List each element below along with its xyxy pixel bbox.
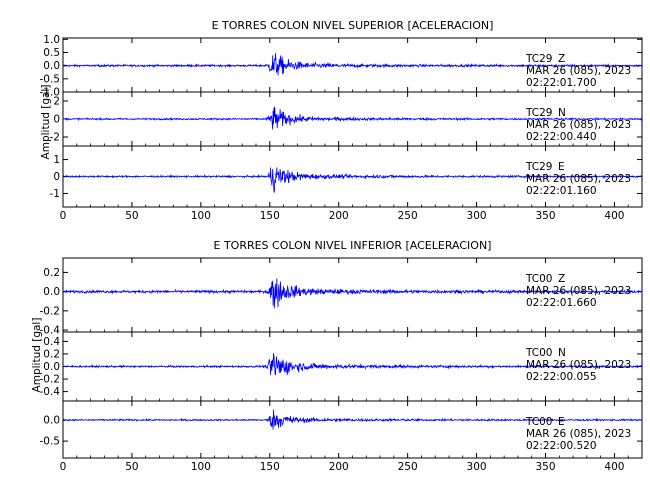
x-tick-label: 350 xyxy=(535,210,555,222)
waveform-trace xyxy=(62,278,643,309)
y-tick-label: -1.0 xyxy=(40,87,61,99)
y-tick-label: 0.2 xyxy=(43,348,60,360)
y-tick-label: -0.2 xyxy=(40,305,61,317)
trace-time: 02:22:01.160 xyxy=(526,185,597,197)
y-tick-label: -0.4 xyxy=(40,386,61,398)
y-tick-label: 0.4 xyxy=(43,336,60,348)
x-tick-label: 400 xyxy=(604,210,624,222)
y-axis-label: Amplitud [gal] xyxy=(40,85,52,160)
y-tick-label: 0.5 xyxy=(43,47,60,59)
x-tick-label: 100 xyxy=(191,210,211,222)
x-tick-label: 300 xyxy=(467,461,487,473)
x-tick-label: 200 xyxy=(329,210,349,222)
y-tick-label: 1.0 xyxy=(43,34,60,46)
trace-date: MAR 26 (085), 2023 xyxy=(526,65,631,77)
y-tick-label: 0.0 xyxy=(43,415,60,427)
trace-time: 02:22:01.660 xyxy=(526,297,597,309)
trace-time: 02:22:01.700 xyxy=(526,77,597,89)
chart-title: E TORRES COLON NIVEL INFERIOR [ACELERACI… xyxy=(214,239,492,252)
y-tick-label: 0 xyxy=(53,114,60,126)
x-tick-label: 100 xyxy=(191,461,211,473)
trace-date: MAR 26 (085), 2023 xyxy=(526,285,631,297)
x-tick-label: 250 xyxy=(398,461,418,473)
trace-component: N xyxy=(558,107,566,119)
y-tick-label: -0.5 xyxy=(40,436,61,448)
y-axis-label: Amplitud [gal] xyxy=(31,318,43,393)
trace-time: 02:22:00.440 xyxy=(526,131,597,143)
y-tick-label: 0.2 xyxy=(43,267,60,279)
chart-superior: E TORRES COLON NIVEL SUPERIOR [ACELERACI… xyxy=(40,19,643,222)
trace-station: TC29 xyxy=(525,161,553,173)
waveform-trace xyxy=(62,53,643,76)
trace-component: E xyxy=(558,161,565,173)
trace-station: TC00 xyxy=(525,416,553,428)
trace-time: 02:22:00.520 xyxy=(526,440,597,452)
trace-date: MAR 26 (085), 2023 xyxy=(526,119,631,131)
trace-component: Z xyxy=(558,53,565,65)
trace-station: TC00 xyxy=(525,347,553,359)
y-tick-label: 0.0 xyxy=(43,60,60,72)
x-tick-label: 0 xyxy=(60,461,67,473)
trace-date: MAR 26 (085), 2023 xyxy=(526,428,631,440)
trace-component: E xyxy=(558,416,565,428)
figure-root: E TORRES COLON NIVEL SUPERIOR [ACELERACI… xyxy=(31,19,643,473)
y-tick-label: -0.5 xyxy=(40,73,61,85)
waveform-trace xyxy=(62,167,643,193)
y-tick-label: 1 xyxy=(53,154,60,166)
x-tick-label: 0 xyxy=(60,210,67,222)
trace-station: TC00 xyxy=(525,273,553,285)
trace-time: 02:22:00.055 xyxy=(526,371,597,383)
chart-inferior: E TORRES COLON NIVEL INFERIOR [ACELERACI… xyxy=(31,239,643,473)
y-tick-label: -2 xyxy=(50,132,60,144)
y-tick-label: 0 xyxy=(53,171,60,183)
x-tick-label: 350 xyxy=(535,461,555,473)
trace-component: N xyxy=(558,347,566,359)
y-tick-label: 2 xyxy=(53,96,60,108)
x-tick-label: 300 xyxy=(467,210,487,222)
waveform-trace xyxy=(62,353,643,376)
trace-component: Z xyxy=(558,273,565,285)
y-tick-label: -0.4 xyxy=(40,325,61,337)
x-tick-label: 50 xyxy=(125,210,138,222)
x-tick-label: 200 xyxy=(329,461,349,473)
x-tick-label: 150 xyxy=(260,210,280,222)
waveform-trace xyxy=(62,409,643,430)
trace-station: TC29 xyxy=(525,53,553,65)
x-tick-label: 50 xyxy=(125,461,138,473)
chart-title: E TORRES COLON NIVEL SUPERIOR [ACELERACI… xyxy=(212,19,494,32)
trace-date: MAR 26 (085), 2023 xyxy=(526,359,631,371)
trace-station: TC29 xyxy=(525,107,553,119)
x-tick-label: 250 xyxy=(398,210,418,222)
y-tick-label: 0.0 xyxy=(43,286,60,298)
y-tick-label: -1 xyxy=(50,188,60,200)
y-tick-label: -0.2 xyxy=(40,374,61,386)
x-tick-label: 150 xyxy=(260,461,280,473)
x-tick-label: 400 xyxy=(604,461,624,473)
waveform-trace xyxy=(62,106,643,130)
trace-date: MAR 26 (085), 2023 xyxy=(526,173,631,185)
y-tick-label: 0.0 xyxy=(43,361,60,373)
